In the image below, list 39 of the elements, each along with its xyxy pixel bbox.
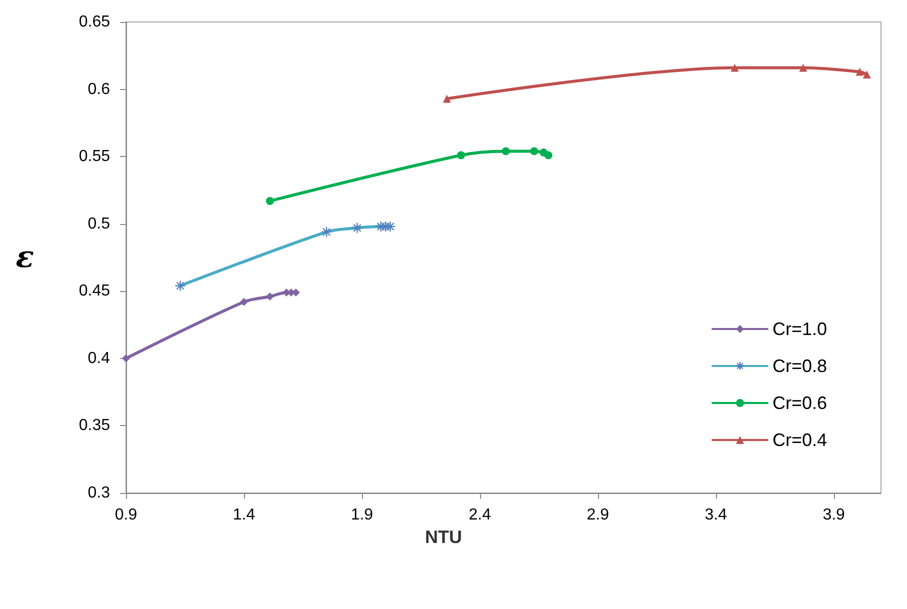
- point: [384, 220, 396, 232]
- point: [266, 292, 274, 301]
- x-tick-label: 2.9: [586, 506, 610, 524]
- x-tick-label: 3.4: [704, 506, 728, 524]
- x-axis-title: NTU: [425, 526, 462, 547]
- point: [352, 222, 363, 234]
- y-axis-title: ε: [16, 240, 34, 275]
- point: [799, 64, 808, 72]
- point: [122, 354, 130, 362]
- y-tick-label: 0.35: [78, 417, 110, 434]
- x-tick-label: 1.4: [232, 506, 256, 524]
- point: [240, 298, 248, 306]
- point: [375, 220, 386, 232]
- y-tick-label: 0.5: [88, 215, 110, 232]
- point: [530, 147, 538, 156]
- y-tick-label: 0.3: [88, 484, 110, 502]
- y-tick-label: 0.4: [88, 350, 110, 367]
- point: [502, 147, 510, 156]
- point: [856, 68, 864, 76]
- legend-label: Cr=1.0: [772, 319, 828, 339]
- legend-label: Cr=0.4: [772, 430, 828, 450]
- point: [442, 94, 451, 103]
- point: [266, 196, 274, 205]
- x-tick-label: 0.9: [114, 506, 138, 524]
- point: [730, 64, 739, 72]
- x-tick-label: 3.9: [822, 506, 846, 524]
- y-tick-label: 0.45: [78, 282, 110, 300]
- y-tick-label: 0.55: [78, 148, 110, 166]
- point: [544, 151, 552, 160]
- x-tick-label: 1.9: [350, 506, 374, 524]
- legend-label: Cr=0.6: [772, 393, 828, 413]
- point: [862, 70, 871, 78]
- point: [174, 280, 186, 292]
- y-tick-label: 0.6: [88, 80, 110, 98]
- point: [457, 151, 466, 160]
- legend-label: Cr=0.8: [772, 356, 828, 376]
- point: [320, 226, 332, 238]
- x-tick-label: 2.4: [468, 506, 492, 524]
- y-tick-label: 0.65: [78, 14, 110, 30]
